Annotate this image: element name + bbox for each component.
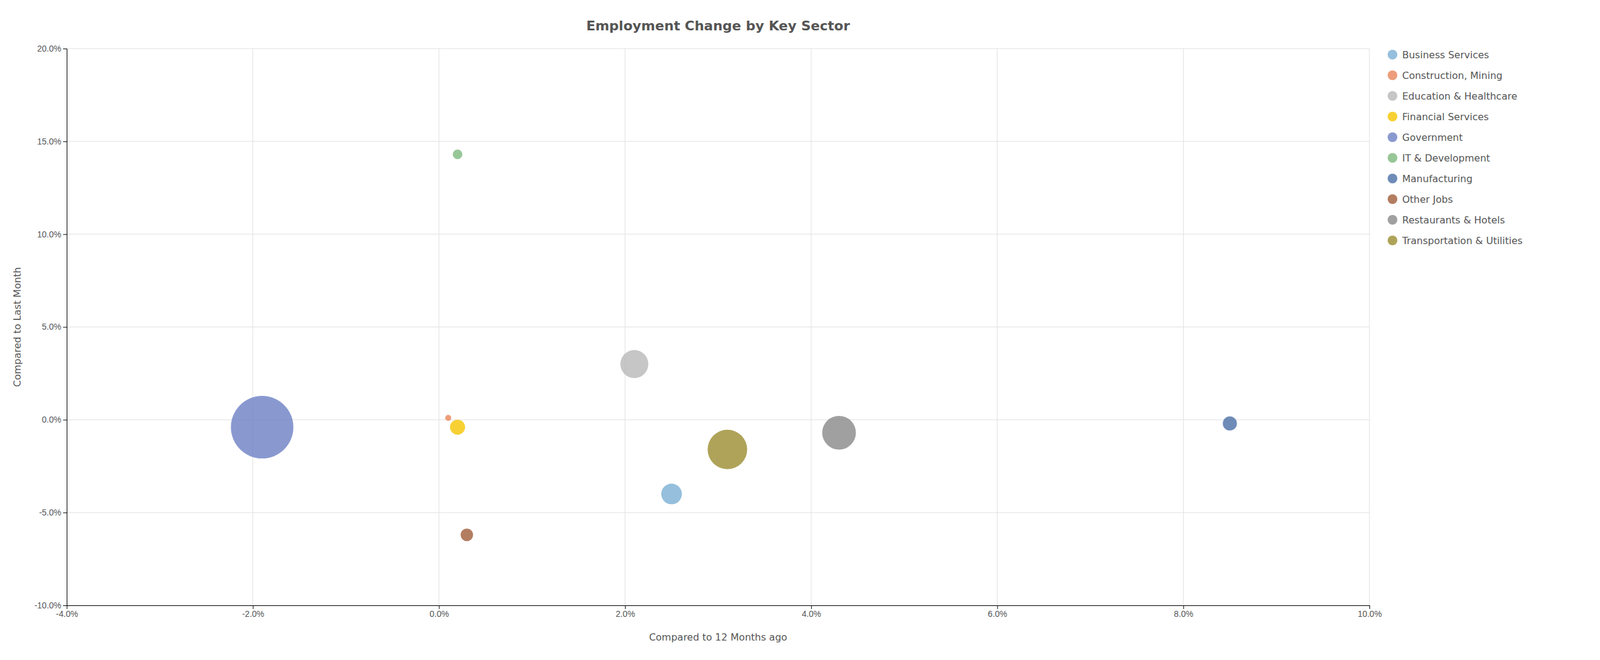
legend-label: Restaurants & Hotels xyxy=(1402,214,1505,226)
y-tick: 0.0% xyxy=(41,414,67,425)
legend: Business Services Construction, Mining Edu… xyxy=(1387,49,1523,247)
x-tick: 0.0% xyxy=(429,604,449,619)
legend-label: Manufacturing xyxy=(1402,172,1473,185)
legend-item: Other Jobs xyxy=(1387,193,1454,206)
legend-item: Education & Healthcare xyxy=(1387,90,1518,102)
legend-item: Restaurants & Hotels xyxy=(1387,214,1505,226)
x-tick: 10.0% xyxy=(1357,604,1383,619)
bubble xyxy=(661,483,682,505)
y-grid-line xyxy=(66,512,1370,513)
bubble xyxy=(452,149,463,159)
y-tick-mark xyxy=(63,141,67,142)
x-tick-label: 6.0% xyxy=(987,608,1008,619)
bubble xyxy=(231,395,294,459)
legend-swatch xyxy=(1387,132,1398,142)
y-tick-mark xyxy=(63,419,67,420)
x-tick-label: 2.0% xyxy=(615,608,636,619)
legend-label: Business Services xyxy=(1402,49,1489,61)
y-tick: -5.0% xyxy=(38,507,67,517)
x-tick: 8.0% xyxy=(1174,604,1194,619)
legend-label: IT & Development xyxy=(1402,152,1491,164)
x-tick: 2.0% xyxy=(615,604,636,619)
title: Employment Change by Key Sector xyxy=(586,18,851,34)
y-tick-label: 5.0% xyxy=(41,321,62,332)
y-tick-label: 15.0% xyxy=(37,136,62,147)
plot: -4.0%-2.0%0.0%2.0%4.0%6.0%8.0%10.0%-10.0… xyxy=(11,43,1382,643)
y-tick-label: -5.0% xyxy=(38,507,62,517)
y-tick-label: 10.0% xyxy=(37,229,62,240)
y-tick: 15.0% xyxy=(37,136,67,147)
y-axis-title: Compared to Last Month xyxy=(11,266,24,388)
legend-item: IT & Development xyxy=(1387,152,1491,164)
y-tick-mark xyxy=(63,48,67,50)
legend-swatch xyxy=(1387,194,1398,204)
y-tick-label: -10.0% xyxy=(34,600,62,610)
legend-item: Government xyxy=(1387,131,1463,144)
x-tick-label: 0.0% xyxy=(429,608,449,619)
legend-item: Financial Services xyxy=(1387,111,1489,123)
x-tick: 4.0% xyxy=(801,604,821,619)
x-tick: 6.0% xyxy=(987,604,1008,619)
legend-label: Financial Services xyxy=(1402,111,1489,123)
bubble xyxy=(460,528,474,542)
y-tick: 5.0% xyxy=(41,321,67,332)
bubble xyxy=(445,414,452,421)
bubble xyxy=(620,350,649,379)
legend-item: Transportation & Utilities xyxy=(1387,234,1523,247)
y-tick-label: 20.0% xyxy=(37,43,62,54)
marks xyxy=(231,149,1238,541)
chart: -4.0%-2.0%0.0%2.0%4.0%6.0%8.0%10.0%-10.0… xyxy=(0,0,1600,660)
legend-item: Construction, Mining xyxy=(1387,69,1503,82)
legend-swatch xyxy=(1387,111,1398,122)
legend-swatch xyxy=(1387,49,1398,60)
legend-label: Construction, Mining xyxy=(1402,69,1503,82)
y-tick: 20.0% xyxy=(37,43,67,54)
x-tick-label: 4.0% xyxy=(801,608,821,619)
y-grid-line xyxy=(66,233,1370,235)
y-axis: -10.0% -5.0% 0.0% 5.0% 10.0% 15.0% 20.0% xyxy=(34,43,68,610)
legend-item: Manufacturing xyxy=(1387,172,1473,185)
x-tick-label: 10.0% xyxy=(1357,608,1383,619)
x-tick-label: 8.0% xyxy=(1174,608,1194,619)
y-grid-line xyxy=(66,140,1370,142)
x-axis-title: Compared to 12 Months ago xyxy=(649,631,788,643)
y-tick-mark xyxy=(63,234,67,235)
y-tick-label: 0.0% xyxy=(41,414,62,425)
y-grid-line xyxy=(66,326,1370,328)
legend-swatch xyxy=(1387,70,1398,81)
y-tick-mark xyxy=(63,512,67,513)
x-axis: -4.0% -2.0% 0.0% 2.0% 4.0% 6.0% 8.0% 10.0% xyxy=(55,604,1382,619)
grid xyxy=(66,48,1370,605)
legend-label: Other Jobs xyxy=(1402,193,1454,206)
legend-swatch xyxy=(1387,91,1398,101)
bubble xyxy=(707,429,747,470)
y-grid-line xyxy=(66,48,1370,50)
x-tick-label: -4.0% xyxy=(55,608,79,619)
y-tick-mark xyxy=(63,604,67,606)
legend-swatch xyxy=(1387,173,1398,184)
legend-swatch xyxy=(1387,235,1398,246)
bubble xyxy=(822,415,857,450)
legend-label: Transportation & Utilities xyxy=(1401,234,1523,247)
legend-label: Education & Healthcare xyxy=(1402,90,1518,102)
bubble xyxy=(1222,416,1237,431)
y-axis-line xyxy=(63,49,68,606)
legend-swatch xyxy=(1387,214,1398,225)
y-tick-mark xyxy=(63,327,67,328)
legend-swatch xyxy=(1387,152,1398,163)
bubble xyxy=(450,419,466,435)
legend-item: Business Services xyxy=(1387,49,1489,61)
background xyxy=(0,0,1600,660)
y-tick: -10.0% xyxy=(34,600,67,610)
x-tick-label: -2.0% xyxy=(242,608,265,619)
y-tick: 10.0% xyxy=(37,229,67,240)
x-tick: -2.0% xyxy=(242,604,265,619)
legend-label: Government xyxy=(1402,131,1463,144)
